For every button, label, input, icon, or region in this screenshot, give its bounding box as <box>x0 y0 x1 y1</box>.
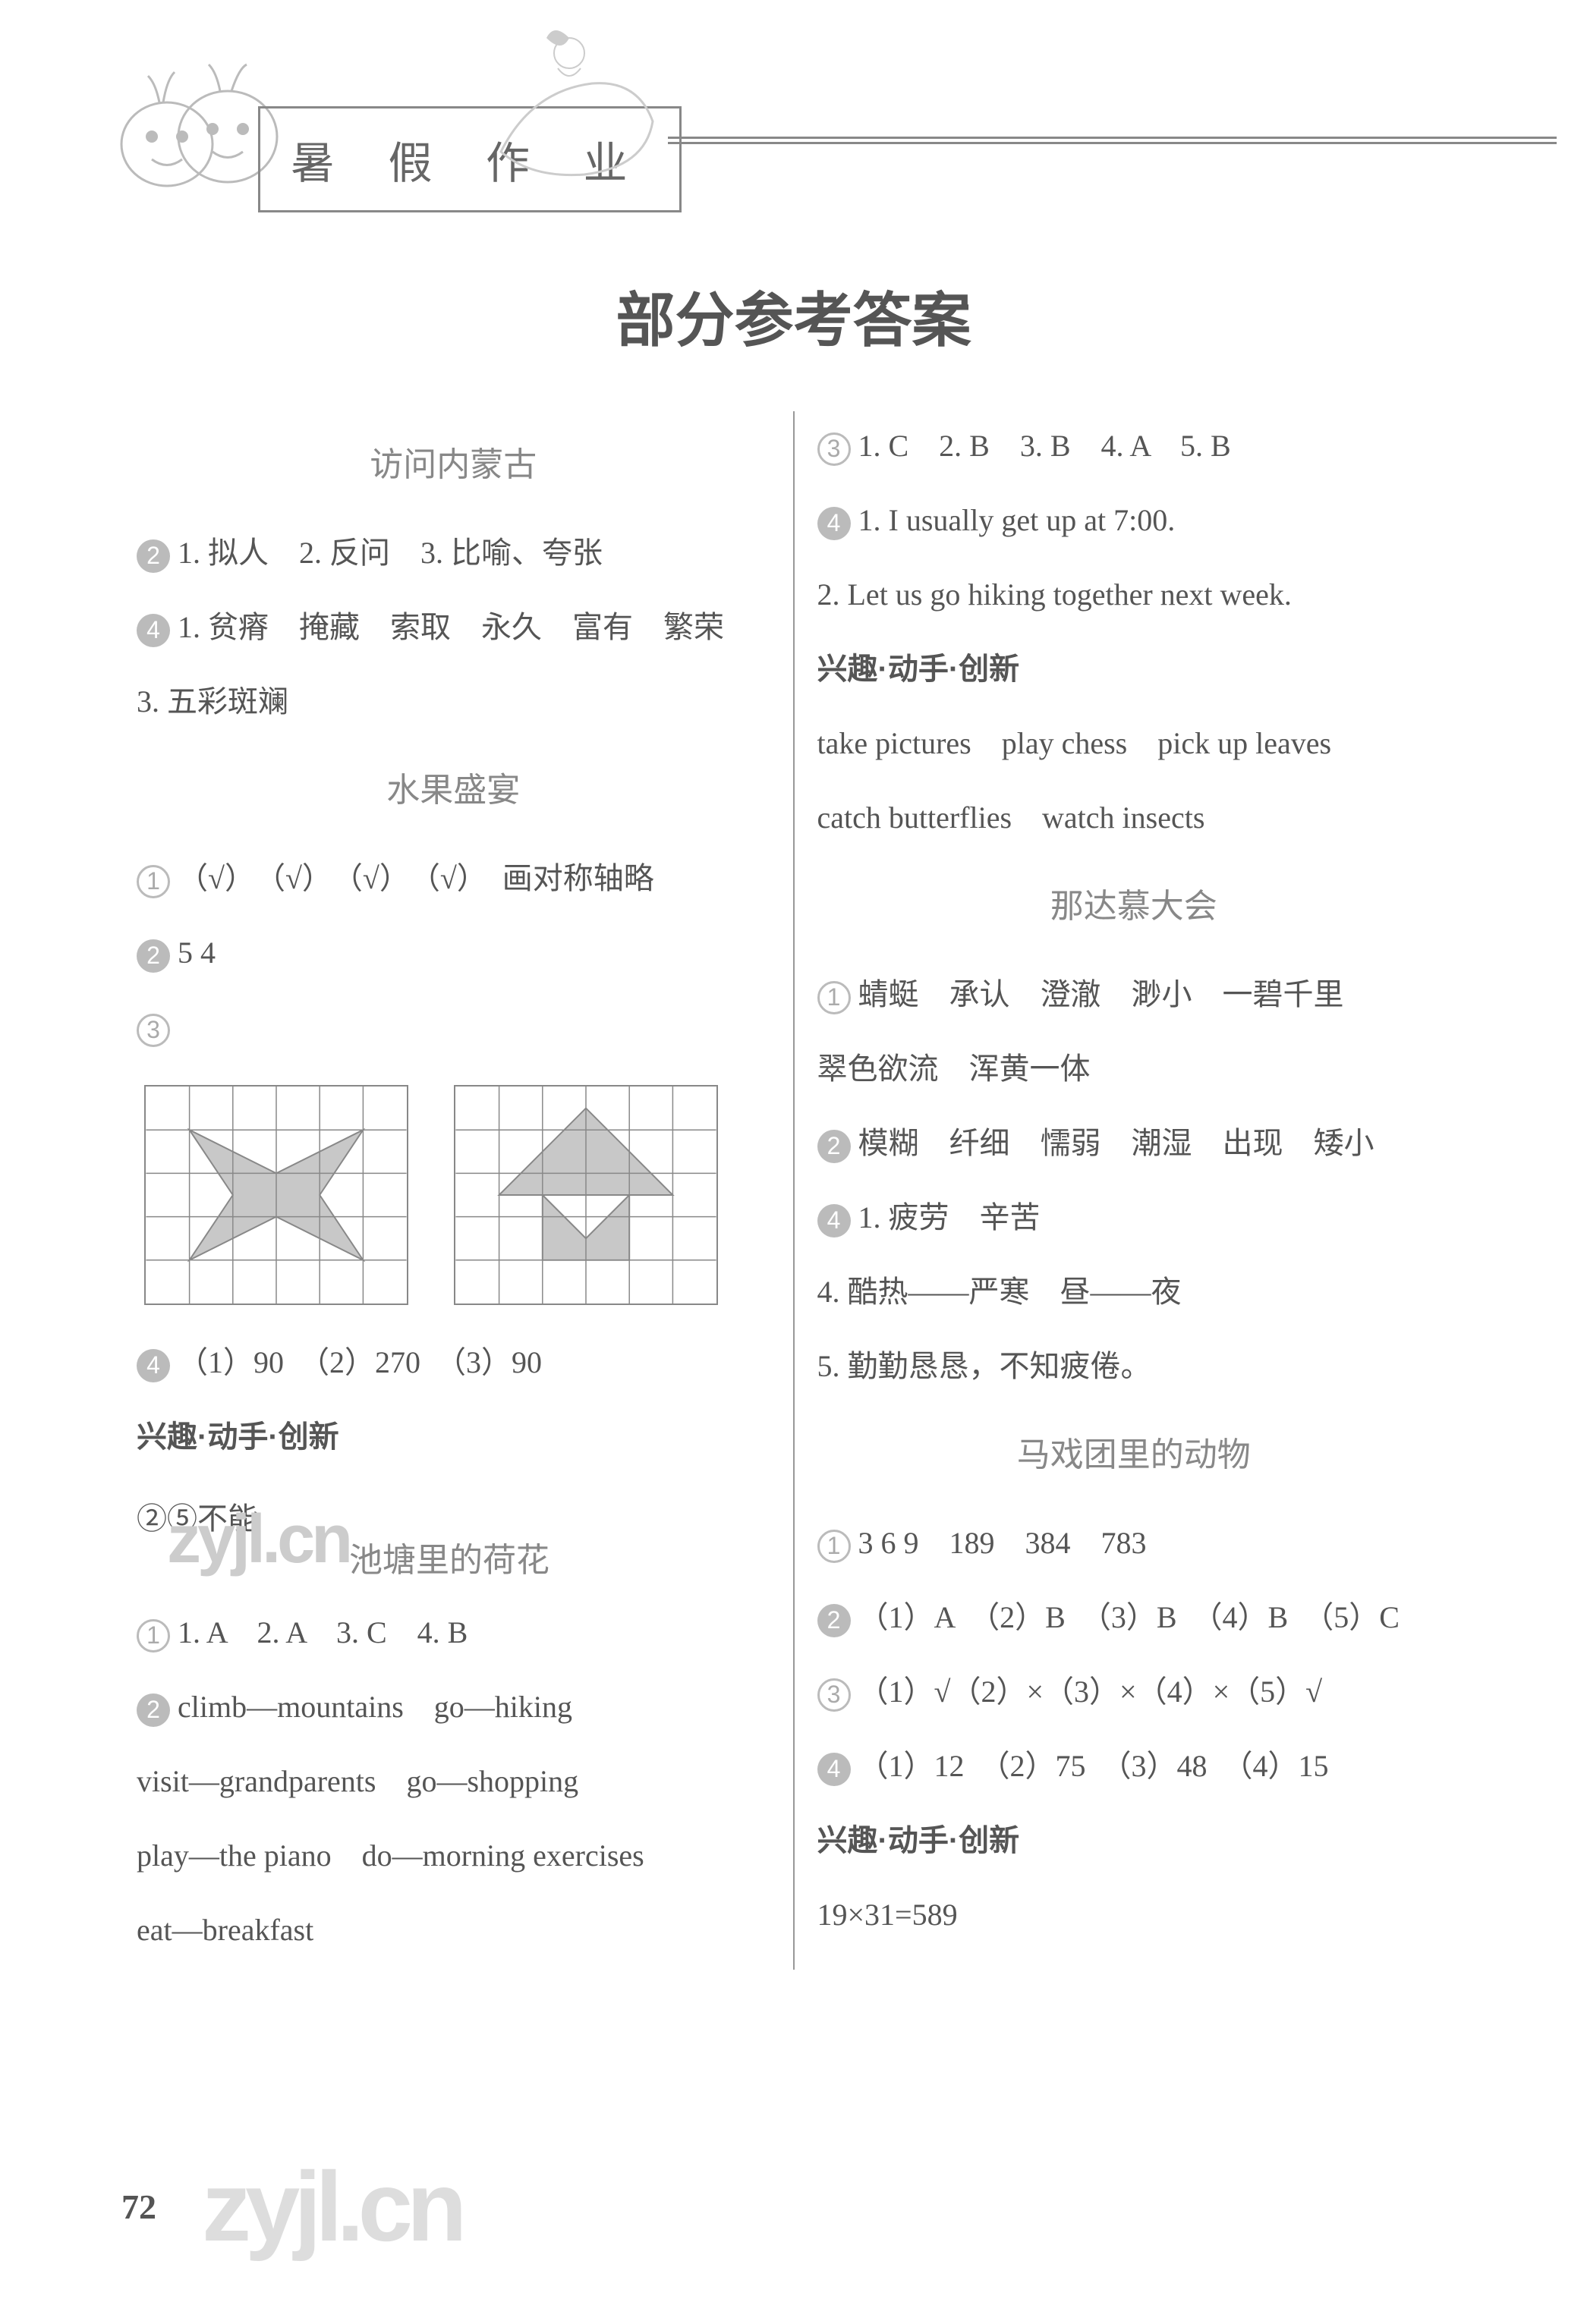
answer-line: 3. 五彩斑斓 <box>137 667 770 737</box>
section-heading: 访问内蒙古 <box>137 426 770 503</box>
badge-1: 1 <box>817 981 851 1014</box>
answer-line: 21. 拟人 2. 反问 3. 比喻、夸张 <box>137 518 770 588</box>
left-column: 访问内蒙古 21. 拟人 2. 反问 3. 比喻、夸张 41. 贫瘠 掩藏 索取… <box>137 411 793 1970</box>
answer-line: 1蜻蜓 承认 澄澈 渺小 一碧千里 <box>817 960 1451 1030</box>
badge-1: 1 <box>137 1619 170 1653</box>
main-title: 部分参考答案 <box>0 273 1587 358</box>
header-rule <box>668 137 1557 144</box>
answer-line: 4（1）12 （2）75 （3）48 （4）15 <box>817 1731 1451 1801</box>
page-header: 暑 假 作 业 <box>0 0 1587 212</box>
answer-line: 2. Let us go hiking together next week. <box>817 560 1451 630</box>
answer-line: visit—grandparents go—shopping <box>137 1747 770 1816</box>
answer-line: 2（1）A （2）B （3）B （4）B （5）C <box>817 1583 1451 1653</box>
grid-diagram-star <box>144 1085 408 1305</box>
badge-2: 2 <box>817 1604 851 1637</box>
badge-3: 3 <box>817 432 851 466</box>
content-columns: 访问内蒙古 21. 拟人 2. 反问 3. 比喻、夸张 41. 贫瘠 掩藏 索取… <box>0 411 1587 1970</box>
answer-line: 19×31=589 <box>817 1880 1451 1950</box>
answer-text: 1. 拟人 2. 反问 3. 比喻、夸张 <box>178 536 603 570</box>
answer-text: 3 6 9 189 384 783 <box>858 1526 1147 1560</box>
answer-line: 5. 勤勤恳恳，不知疲倦。 <box>817 1332 1451 1401</box>
answer-line: 翠色欲流 浑黄一体 <box>817 1034 1451 1104</box>
answer-line: 2模糊 纤细 懦弱 潮湿 出现 矮小 <box>817 1109 1451 1178</box>
answer-text: 1. C 2. B 3. B 4. A 5. B <box>858 429 1231 463</box>
answer-line: 1（√） （√） （√） （√） 画对称轴略 <box>137 844 770 914</box>
badge-2: 2 <box>817 1130 851 1163</box>
answer-line: 41. I usually get up at 7:00. <box>817 486 1451 555</box>
answer-text: 1. I usually get up at 7:00. <box>858 503 1176 537</box>
answer-line: 31. C 2. B 3. B 4. A 5. B <box>817 411 1451 481</box>
section-heading: 水果盛宴 <box>137 752 770 829</box>
badge-1: 1 <box>817 1530 851 1563</box>
badge-3: 3 <box>137 1014 170 1047</box>
answer-line: 3 <box>137 992 770 1062</box>
answer-text: 1. A 2. A 3. C 4. B <box>178 1615 468 1649</box>
badge-2: 2 <box>137 1693 170 1727</box>
interest-label: 兴趣·动手·创新 <box>817 634 1451 704</box>
page-footer: 72 zyjl.cn <box>121 2149 461 2263</box>
answer-text: 蜻蜓 承认 澄澈 渺小 一碧千里 <box>858 977 1344 1011</box>
answer-text: （1）A （2）B （3）B （4）B （5）C <box>858 1600 1400 1634</box>
answer-line: 41. 疲劳 辛苦 <box>817 1183 1451 1253</box>
answer-line: 4. 酷热——严寒 昼——夜 <box>817 1257 1451 1327</box>
answer-line: 13 6 9 189 384 783 <box>817 1508 1451 1578</box>
section-heading: 池塘里的荷花 <box>349 1522 549 1599</box>
interest-label: 兴趣·动手·创新 <box>817 1806 1451 1876</box>
section-heading: 马戏团里的动物 <box>817 1417 1451 1493</box>
answer-line: 41. 贫瘠 掩藏 索取 永久 富有 繁荣 <box>137 593 770 662</box>
badge-4: 4 <box>137 1349 170 1382</box>
page-number: 72 <box>121 2187 156 2227</box>
answer-line: take pictures play chess pick up leaves <box>817 709 1451 778</box>
badge-4: 4 <box>137 614 170 647</box>
answer-line: 4（1）90 （2）270 （3）90 <box>137 1328 770 1398</box>
answer-text: 1. 疲劳 辛苦 <box>858 1200 1041 1234</box>
answer-text: climb—mountains go—hiking <box>178 1690 572 1724</box>
answer-text: （1）90 （2）270 （3）90 <box>178 1345 542 1379</box>
answer-text: （√） （√） （√） （√） 画对称轴略 <box>178 861 654 895</box>
answer-line: catch butterflies watch insects <box>817 783 1451 853</box>
answer-text: （1）12 （2）75 （3）48 （4）15 <box>858 1749 1329 1783</box>
answer-line: 25 4 <box>137 918 770 988</box>
dolphin-decoration <box>471 15 683 212</box>
answer-line: 3（1）√（2）×（3）×（4）×（5）√ <box>817 1657 1451 1727</box>
badge-3: 3 <box>817 1678 851 1712</box>
answer-line: 2climb—mountains go—hiking <box>137 1672 770 1742</box>
answer-text: 5 4 <box>178 936 216 970</box>
badge-4: 4 <box>817 1204 851 1237</box>
watermark-text: zyjl.cn <box>167 1461 349 1618</box>
badge-4: 4 <box>817 507 851 540</box>
badge-4: 4 <box>817 1753 851 1786</box>
badge-1: 1 <box>137 865 170 898</box>
answer-text: 1. 贫瘠 掩藏 索取 永久 富有 繁荣 <box>178 610 724 644</box>
watermark-section: ②⑤不能 zyjl.cn 池塘里的荷花 <box>137 1476 770 1568</box>
grid-diagram-mushroom <box>454 1085 718 1305</box>
answer-line: eat—breakfast <box>137 1895 770 1965</box>
section-heading: 那达慕大会 <box>817 868 1451 945</box>
badge-2: 2 <box>137 939 170 973</box>
answer-text: （1）√（2）×（3）×（4）×（5）√ <box>858 1675 1323 1709</box>
answer-text: 模糊 纤细 懦弱 潮湿 出现 矮小 <box>858 1126 1374 1160</box>
answer-line: play—the piano do—morning exercises <box>137 1821 770 1891</box>
footer-watermark: zyjl.cn <box>202 2149 461 2263</box>
right-column: 31. C 2. B 3. B 4. A 5. B 41. I usually … <box>793 411 1451 1970</box>
grid-diagrams <box>144 1085 770 1305</box>
badge-2: 2 <box>137 539 170 573</box>
